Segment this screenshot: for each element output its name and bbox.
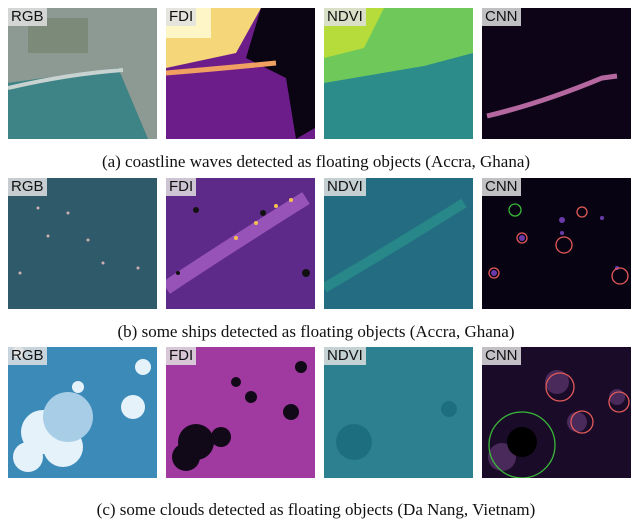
image-panel: RGB — [8, 347, 157, 478]
panel-image — [166, 347, 315, 478]
image-panel: FDI — [166, 8, 315, 139]
panel-image — [482, 8, 631, 139]
panel-label: FDI — [166, 178, 196, 196]
panel-image — [324, 178, 473, 309]
panel-label: CNN — [482, 8, 521, 26]
panel-label: RGB — [8, 8, 47, 26]
panel-label: CNN — [482, 347, 521, 365]
caption: (a) coastline waves detected as floating… — [0, 152, 632, 172]
panel-label: NDVI — [324, 178, 366, 196]
image-panel: FDI — [166, 347, 315, 478]
caption: (b) some ships detected as floating obje… — [0, 322, 632, 342]
image-panel: CNN — [482, 8, 631, 139]
panel-label: CNN — [482, 178, 521, 196]
panel-image — [324, 347, 473, 478]
panel-image — [482, 347, 631, 478]
image-panel: RGB — [8, 8, 157, 139]
panel-label: FDI — [166, 347, 196, 365]
panel-label: RGB — [8, 178, 47, 196]
panel-image — [166, 178, 315, 309]
image-panel: NDVI — [324, 347, 473, 478]
figure: RGB FDI NDVI CNN (a) coastline waves detecte… — [0, 0, 632, 522]
panel-image — [8, 347, 157, 478]
image-panel: CNN — [482, 178, 631, 309]
image-panel: CNN — [482, 347, 631, 478]
image-panel: NDVI — [324, 178, 473, 309]
panel-label: FDI — [166, 8, 196, 26]
panel-image — [482, 178, 631, 309]
image-panel: FDI — [166, 178, 315, 309]
panel-image — [8, 8, 157, 139]
panel-image — [324, 8, 473, 139]
panel-label: NDVI — [324, 8, 366, 26]
panel-label: RGB — [8, 347, 47, 365]
image-panel: RGB — [8, 178, 157, 309]
panel-image — [8, 178, 157, 309]
panel-label: NDVI — [324, 347, 366, 365]
caption: (c) some clouds detected as floating obj… — [0, 500, 632, 520]
panel-image — [166, 8, 315, 139]
image-panel: NDVI — [324, 8, 473, 139]
